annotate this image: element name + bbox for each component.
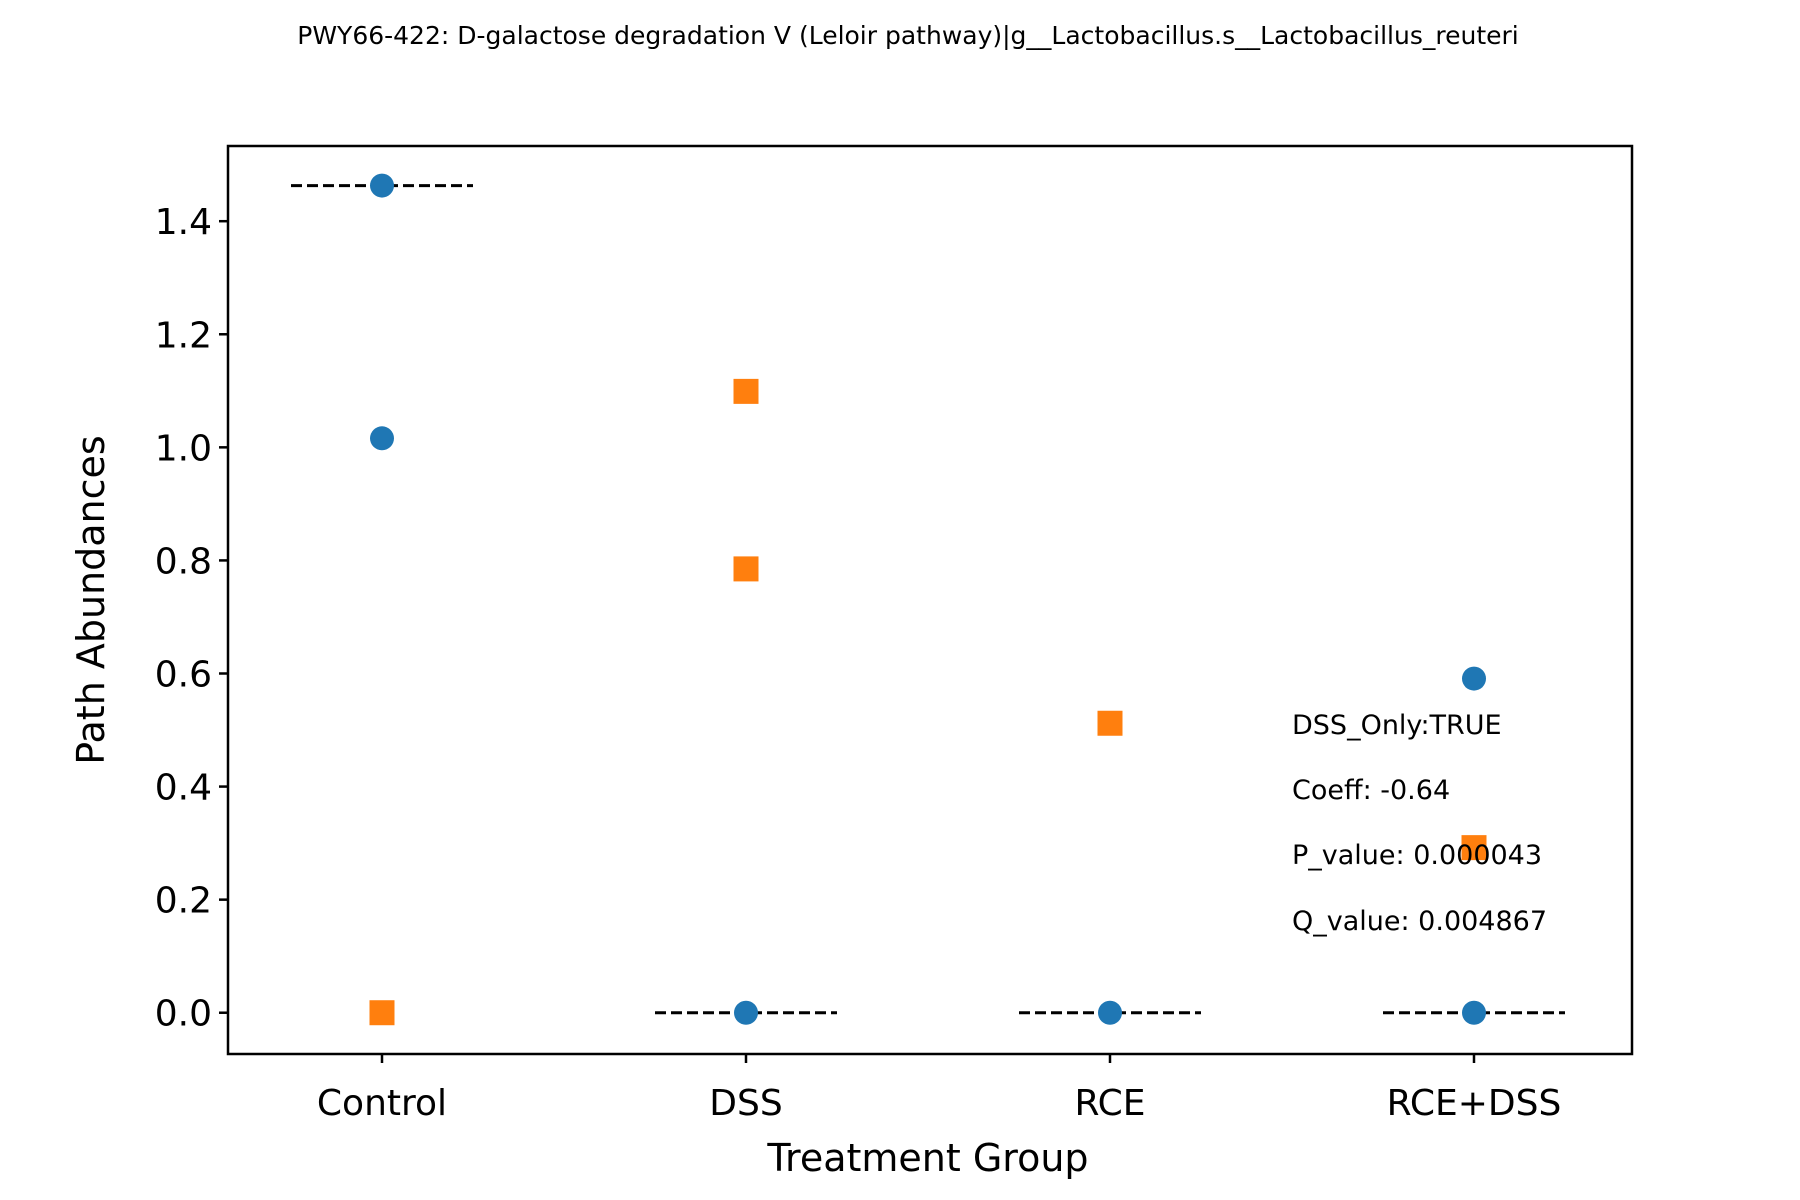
x-tick-label: Control [317,1083,447,1124]
data-point-square-rce-dss [1461,835,1487,861]
y-tick-label: 0.2 [155,881,212,922]
x-tick-label: RCE+DSS [1387,1083,1562,1124]
data-point-square-control [369,1000,395,1026]
data-point-circle-control [370,173,394,198]
data-point-circle-rce-dss [1462,1000,1486,1025]
y-tick-label: 0.0 [155,994,212,1035]
chart-title: PWY66-422: D-galactose degradation V (Le… [297,21,1518,50]
y-axis-label: Path Abundances [69,435,113,764]
x-axis: Control DSS RCE RCE+DSS [317,1054,1561,1124]
data-point-circle-dss [734,1000,758,1025]
y-tick-label: 0.8 [155,541,212,582]
stats-annotation-line: Q_value: 0.004867 [1292,906,1547,937]
data-point-circle-rce [1098,1000,1122,1025]
y-tick-label: 0.6 [155,654,212,695]
y-tick-label: 0.4 [155,768,212,809]
stats-annotation-line: P_value: 0.000043 [1292,840,1542,871]
y-tick-label: 1.2 [155,315,212,356]
data-point-square-dss [733,556,759,582]
y-axis: 0.0 0.2 0.4 0.6 0.8 1.0 1.2 1.4 [155,202,228,1035]
plot-frame [226,144,1634,1056]
x-tick-label: RCE [1074,1083,1145,1124]
stats-annotation-line: DSS_Only:TRUE [1292,710,1502,741]
y-tick-label: 1.0 [155,428,212,469]
data-point-square-dss [733,378,759,404]
plot-marks [291,173,1565,1026]
x-axis-label: Treatment Group [766,1136,1088,1180]
data-point-circle-control [370,426,394,451]
stats-annotation: DSS_Only:TRUE Coeff: -0.64 P_value: 0.0000… [1292,710,1547,937]
data-point-circle-rce-dss [1462,666,1486,691]
stats-annotation-line: Coeff: -0.64 [1292,775,1450,806]
data-point-square-rce [1097,710,1123,736]
y-tick-label: 1.4 [155,202,212,243]
x-tick-label: DSS [709,1083,782,1124]
